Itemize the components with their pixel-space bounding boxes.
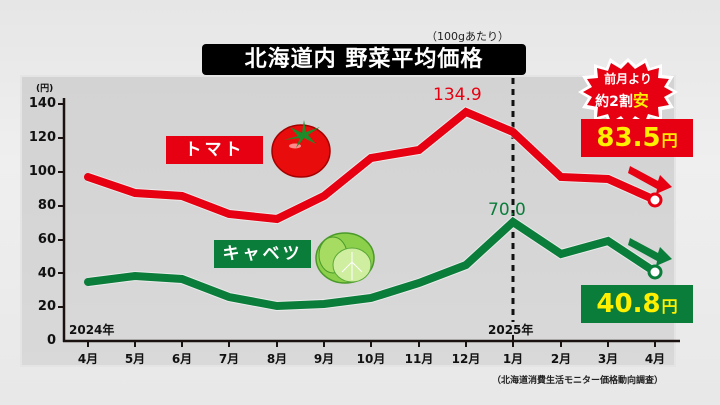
burst-text-line2: 約2割安: [562, 87, 682, 111]
starburst-badge: [578, 58, 678, 128]
cabbage-latest-value-box: 40.8円: [581, 285, 693, 323]
tomato-latest-value-box: 83.5円: [581, 119, 693, 157]
burst-text-main: 約2割: [595, 94, 633, 110]
y-tick-label: 100: [28, 164, 56, 179]
tomato-down-arrow-icon: [628, 166, 672, 194]
tomato-peak-label: 134.9: [433, 85, 482, 105]
cabbage-down-arrow-icon: [628, 238, 672, 266]
x-tick-label: 2月: [550, 352, 572, 366]
x-tick-label: 8月: [266, 352, 288, 366]
y-tick-label: 140: [28, 96, 56, 111]
cabbage-latest-marker: [647, 264, 663, 280]
tomato-latest-value: 83.5: [596, 123, 661, 153]
x-tick-label: 9月: [313, 352, 335, 366]
x-tick-label: 4月: [77, 352, 99, 366]
tomato-icon: [271, 120, 331, 178]
data-source-note: （北海道消費生活モニター価格動向調査）: [492, 376, 664, 386]
cabbage-icon: [315, 232, 375, 284]
y-tick-label: 20: [37, 299, 56, 314]
x-tick-label: 10月: [356, 352, 386, 366]
tomato-latest-marker: [647, 192, 663, 208]
y-tick-label: 60: [37, 232, 56, 247]
x-tick-label: 6月: [171, 352, 193, 366]
cabbage-peak-label: 70.0: [488, 200, 526, 220]
x-tick-label: 3月: [597, 352, 619, 366]
burst-text-accent: 安: [632, 91, 649, 110]
chart-title: 北海道内 野菜平均価格: [202, 44, 526, 75]
x-tick-label: 1月: [502, 352, 524, 366]
cabbage-latest-value: 40.8: [596, 289, 661, 319]
y-tick-label: 0: [46, 333, 56, 348]
year-label-2025: 2025年: [488, 323, 534, 337]
x-tick-label: 11月: [404, 352, 434, 366]
chart-panel: [20, 75, 676, 367]
currency-unit: 円: [661, 131, 678, 150]
currency-unit: 円: [661, 297, 678, 316]
legend-cabbage: キャベツ: [214, 240, 311, 268]
x-tick-label: 7月: [218, 352, 240, 366]
x-tick-label: 5月: [124, 352, 146, 366]
y-tick-label: 40: [37, 266, 56, 281]
year-label-2024: 2024年: [69, 323, 115, 337]
legend-tomato: トマト: [166, 136, 263, 164]
y-tick-label: 120: [28, 130, 56, 145]
burst-text-line1: 前月より: [604, 72, 652, 86]
y-tick-label: 80: [37, 198, 56, 213]
y-axis-unit: (円): [36, 84, 54, 94]
x-tick-label: 4月: [644, 352, 666, 366]
unit-note: （100gあたり）: [426, 30, 509, 43]
x-tick-label: 12月: [451, 352, 481, 366]
tomato-series-line: [86, 106, 658, 225]
